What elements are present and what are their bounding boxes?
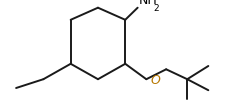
- Text: O: O: [151, 74, 161, 87]
- Text: NH: NH: [139, 0, 158, 7]
- Text: 2: 2: [154, 4, 159, 13]
